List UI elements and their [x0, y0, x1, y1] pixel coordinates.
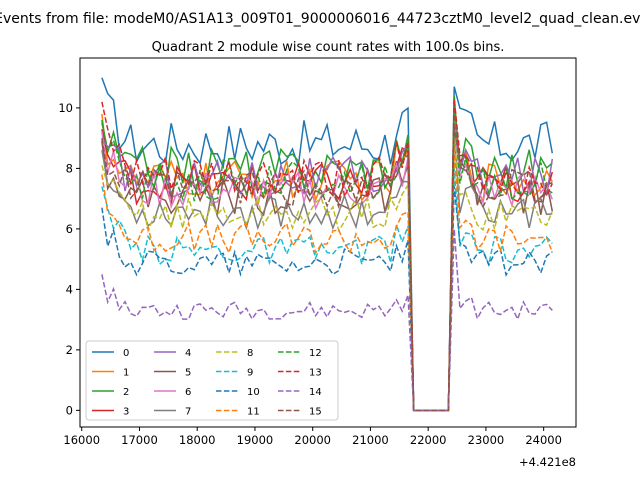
y-tick-label: 0 — [66, 403, 73, 417]
legend-label-4: 4 — [185, 348, 191, 359]
y-tick-label: 10 — [58, 101, 73, 115]
legend-label-11: 11 — [247, 407, 260, 418]
y-tick-label: 8 — [66, 161, 73, 175]
series-line-2 — [101, 95, 553, 412]
series-line-10 — [101, 186, 553, 412]
series-layer — [101, 77, 554, 412]
legend-label-0: 0 — [123, 348, 129, 359]
y-tick-label: 4 — [66, 282, 73, 296]
legend-label-8: 8 — [247, 348, 253, 359]
legend-label-14: 14 — [309, 387, 322, 398]
x-axis: 16000 17000 18000 19000 20000 21000 22000 23000… — [63, 427, 562, 447]
legend-label-2: 2 — [123, 387, 129, 398]
legend-label-3: 3 — [123, 407, 129, 418]
series-line-3 — [101, 113, 554, 412]
legend-label-15: 15 — [309, 407, 322, 418]
series-line-0 — [101, 77, 554, 412]
x-tick-label: 20000 — [294, 433, 331, 447]
legend-frame — [85, 340, 339, 421]
y-tick-label: 2 — [66, 343, 73, 357]
y-tick-label: 6 — [66, 222, 73, 236]
x-tick-label: 17000 — [121, 433, 158, 447]
series-line-4 — [101, 110, 554, 412]
series-line-11 — [101, 150, 553, 412]
x-tick-label: 22000 — [410, 433, 447, 447]
legend-label-6: 6 — [185, 387, 191, 398]
axes-frame — [79, 57, 577, 428]
chart-title: Quadrant 2 module wise count rates with … — [152, 40, 505, 55]
x-tick-label: 21000 — [352, 433, 389, 447]
plot-area: 16000 17000 18000 19000 20000 21000 22000 23000… — [58, 57, 577, 469]
x-offset-label: +4.421e8 — [519, 455, 576, 469]
legend-label-12: 12 — [309, 348, 322, 359]
x-tick-label: 18000 — [179, 433, 216, 447]
x-tick-label: 23000 — [468, 433, 505, 447]
legend-label-10: 10 — [247, 387, 260, 398]
x-tick-label: 16000 — [63, 433, 100, 447]
legend-label-13: 13 — [309, 368, 322, 379]
legend-label-7: 7 — [185, 407, 191, 418]
legend-label-1: 1 — [123, 368, 129, 379]
series-line-15 — [101, 125, 553, 412]
x-tick-label: 24000 — [525, 433, 562, 447]
x-tick-label: 19000 — [237, 433, 274, 447]
legend-label-9: 9 — [247, 368, 253, 379]
figure-suptitle: Events from file: modeM0/AS1A13_009T01_9… — [0, 11, 640, 27]
legend-label-5: 5 — [185, 368, 191, 379]
series-line-14 — [101, 228, 553, 412]
series-line-8 — [101, 138, 553, 412]
y-axis: 0 2 4 6 8 10 — [58, 101, 80, 417]
